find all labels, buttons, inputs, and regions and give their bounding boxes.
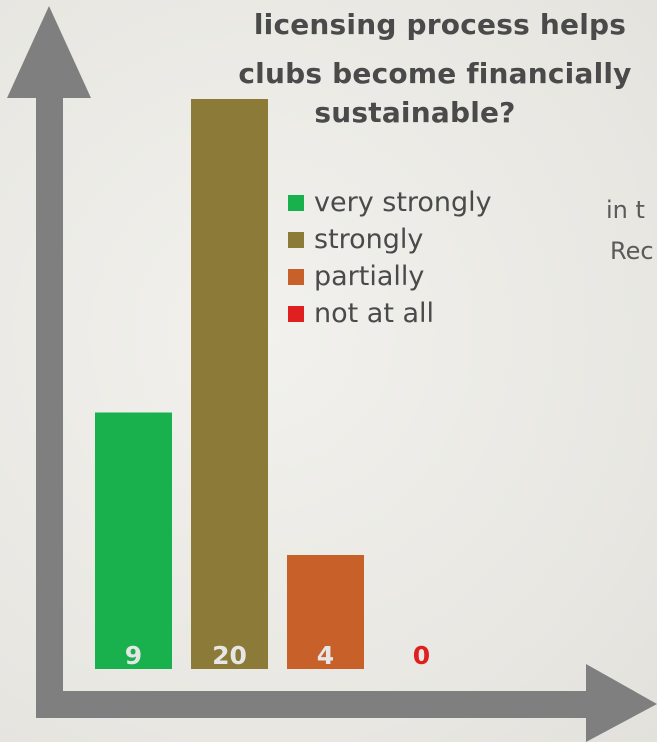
chart-title-line-1: licensing process helps (253, 8, 627, 41)
legend-item-not-at-all: not at all (288, 295, 492, 332)
legend: very strongly strongly partially not at … (288, 184, 492, 332)
legend-label-not-at-all: not at all (314, 298, 435, 329)
bar-strongly (191, 99, 268, 669)
axes (7, 6, 657, 742)
value-label-not-at-all: 0 (413, 641, 430, 670)
x-axis-arrowhead (586, 664, 657, 742)
side-text-fragment-1: in t (606, 196, 645, 224)
y-axis-line (36, 88, 63, 718)
legend-label-very-strongly: very strongly (314, 187, 492, 218)
value-label-strongly: 20 (212, 641, 247, 670)
legend-swatch-partially (288, 268, 304, 285)
y-axis-arrowhead (7, 6, 91, 98)
value-labels: 9 20 4 0 (125, 641, 430, 670)
bar-partially (287, 555, 364, 669)
legend-label-partially: partially (314, 261, 425, 292)
legend-label-strongly: strongly (314, 224, 424, 255)
legend-item-strongly: strongly (288, 221, 492, 258)
legend-swatch-very-strongly (288, 194, 304, 211)
chart-title-line-2: clubs become financially (238, 57, 632, 90)
legend-swatch-not-at-all (288, 305, 304, 322)
value-label-partially: 4 (317, 641, 334, 670)
bars (95, 99, 364, 669)
chart-title-line-3: sustainable? (314, 96, 516, 129)
legend-swatch-strongly (288, 231, 304, 248)
legend-item-very-strongly: very strongly (288, 184, 492, 221)
value-label-very-strongly: 9 (125, 641, 142, 670)
x-axis-line (36, 691, 594, 718)
bar-very-strongly (95, 412, 172, 669)
side-text-fragment-2: Rec (610, 237, 654, 265)
legend-item-partially: partially (288, 258, 492, 295)
